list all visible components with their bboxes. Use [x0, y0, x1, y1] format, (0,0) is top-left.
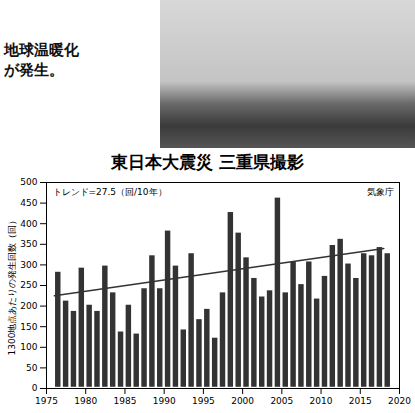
svg-text:2015: 2015 — [349, 396, 372, 406]
svg-text:100: 100 — [20, 342, 37, 352]
html-text:東日本大震災 三重県撮影: 東日本大震災 三重県撮影 — [111, 152, 304, 172]
svg-text:2010: 2010 — [310, 396, 333, 406]
svg-text:2020: 2020 — [388, 396, 411, 406]
svg-text:1995: 1995 — [192, 396, 215, 406]
svg-text:450: 450 — [20, 198, 37, 208]
svg-text:2000: 2000 — [231, 396, 254, 406]
svg-text:350: 350 — [20, 239, 37, 249]
svg-text:50: 50 — [26, 363, 38, 373]
html-text:地球温暖化: 地球温暖化 — [4, 41, 79, 59]
svg-text:1980: 1980 — [74, 396, 97, 406]
svg-text:1985: 1985 — [113, 396, 136, 406]
svg-text:400: 400 — [20, 219, 37, 229]
svg-text:150: 150 — [20, 322, 37, 332]
svg-text:気象庁: 気象庁 — [367, 187, 394, 197]
svg-text:2005: 2005 — [270, 396, 293, 406]
svg-text:トレンド=27.5（回/10年）: トレンド=27.5（回/10年） — [53, 187, 167, 197]
svg-text:1975: 1975 — [35, 396, 58, 406]
svg-text:1300地点あたりの発生回数（回）: 1300地点あたりの発生回数（回） — [7, 216, 17, 356]
svg-text:500: 500 — [20, 177, 37, 187]
svg-text:300: 300 — [20, 260, 37, 270]
svg-text:200: 200 — [20, 301, 37, 311]
svg-text:0: 0 — [32, 383, 38, 393]
svg-text:250: 250 — [20, 280, 37, 290]
svg-text:1990: 1990 — [153, 396, 176, 406]
html-text:が発生。: が発生。 — [4, 61, 64, 79]
